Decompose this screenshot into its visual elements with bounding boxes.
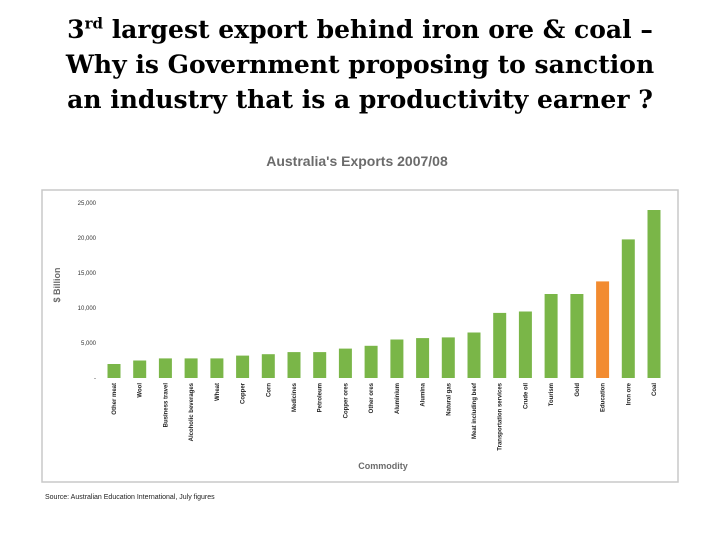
category-label: Alcoholic beverages: [189, 382, 195, 441]
y-tick-label: 10,000: [78, 306, 97, 312]
bar: [133, 360, 147, 378]
category-labels: Other meat Wool Business travel Alcoholic b…: [112, 382, 658, 451]
bar: [184, 358, 198, 378]
category-label: Other meat: [112, 383, 118, 415]
category-label: Copper: [241, 382, 247, 404]
bar: [287, 352, 301, 378]
bar: [313, 352, 327, 378]
category-label: Wheat: [215, 383, 221, 401]
category-label: Aluminium: [395, 383, 401, 414]
bar: [570, 294, 584, 378]
bar: [544, 294, 558, 378]
bar: [236, 355, 250, 378]
bar: [621, 239, 635, 378]
category-label: Crude oil: [523, 383, 529, 409]
headline-line-1-text: largest export behind iron ore & coal –: [102, 15, 653, 44]
bar: [390, 339, 404, 378]
bar: [107, 364, 121, 378]
bar: [416, 338, 430, 378]
headline: 3rd largest export behind iron ore & coa…: [0, 12, 720, 117]
headline-line-2: Why is Government proposing to sanction: [65, 50, 655, 79]
category-label: Tourism: [549, 383, 555, 406]
y-tick-label: 25,000: [78, 201, 97, 207]
bar: [364, 345, 378, 378]
category-label: Copper ores: [343, 382, 349, 418]
headline-rank-suffix: rd: [84, 14, 103, 33]
y-tick-label: -: [94, 376, 96, 382]
source-note: Source: Australian Education Internation…: [45, 494, 215, 501]
category-label: Iron ore: [626, 382, 632, 405]
bar: [158, 358, 172, 378]
category-label: Meat including beef: [472, 382, 478, 439]
bar: [596, 281, 610, 378]
category-label: Other ores: [369, 382, 375, 413]
category-label: Alumina: [421, 382, 427, 406]
bar: [261, 354, 275, 378]
category-label: Medicines: [292, 382, 298, 412]
bar: [467, 332, 481, 378]
category-label: Wool: [138, 383, 144, 398]
y-tick-label: 5,000: [81, 341, 97, 347]
headline-line-3: an industry that is a productivity earne…: [67, 85, 653, 114]
category-label: Coal: [652, 383, 658, 396]
y-tick-label: 20,000: [78, 236, 97, 242]
x-axis-title: Commodity: [358, 461, 408, 471]
bar: [210, 358, 224, 378]
bar: [518, 311, 532, 378]
bar: [441, 337, 455, 378]
category-label: Transportation services: [498, 382, 504, 450]
headline-line-1: 3rd largest export behind iron ore & coa…: [0, 12, 720, 47]
category-label: Business travel: [163, 383, 169, 428]
headline-rank-number: 3: [67, 15, 85, 44]
bar: [493, 312, 507, 378]
category-label: Education: [601, 383, 607, 412]
category-label: Gold: [575, 383, 581, 397]
chart-title: Australia's Exports 2007/08: [266, 153, 448, 169]
bar-series: [107, 210, 661, 378]
category-label: Corn: [266, 383, 272, 397]
category-label: Natural gas: [446, 382, 452, 415]
y-axis-title: $ Billion: [52, 267, 62, 302]
chart-frame: [41, 189, 679, 483]
bar: [647, 210, 661, 378]
category-label: Petroleum: [318, 383, 324, 412]
bar: [338, 348, 352, 378]
y-axis-ticks: - 5,000 10,000 15,000 20,000 25,000: [78, 201, 97, 382]
y-tick-label: 15,000: [78, 271, 97, 277]
